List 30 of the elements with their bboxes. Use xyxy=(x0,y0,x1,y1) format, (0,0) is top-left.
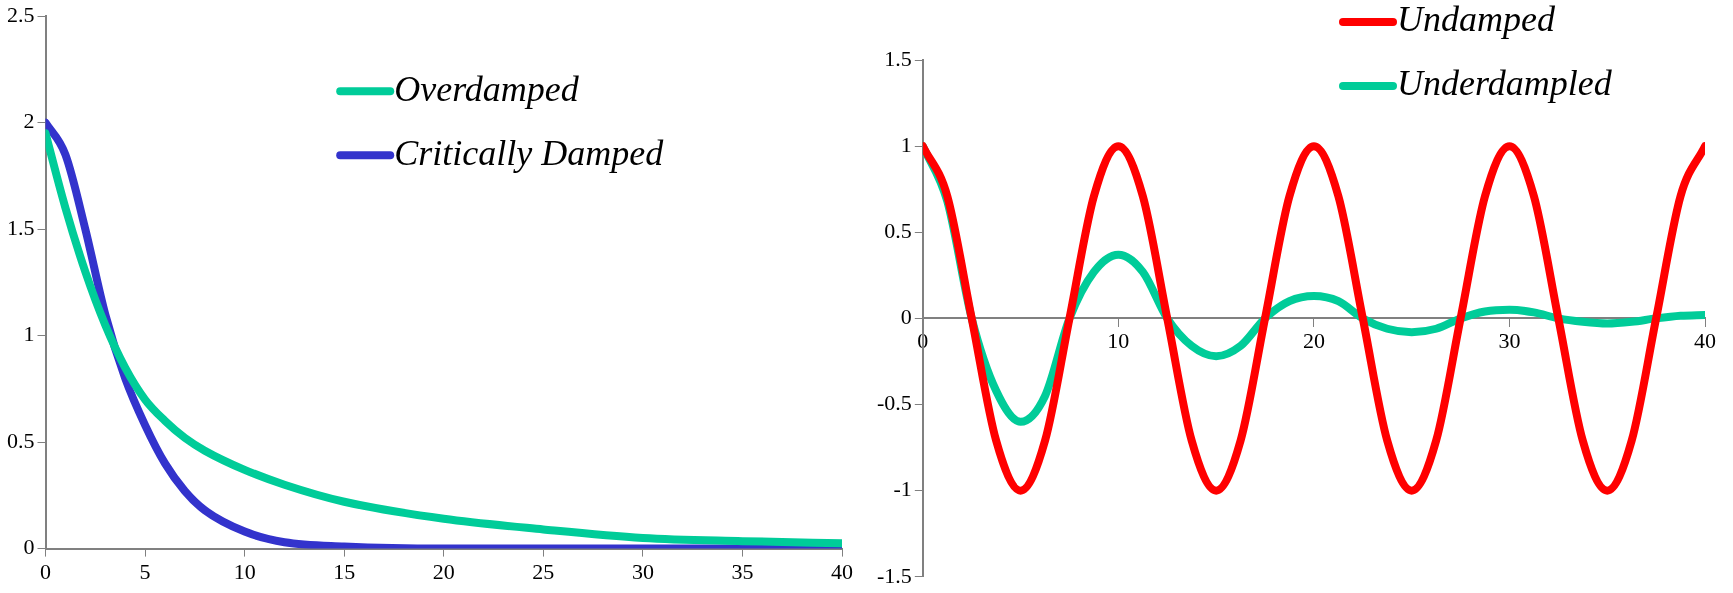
x-tick-label: 40 xyxy=(831,558,853,584)
y-tick-label: 1 xyxy=(900,131,912,157)
y-tick-label: 2.5 xyxy=(7,1,35,27)
y-tick-label: 0.5 xyxy=(7,427,35,453)
y-tick-label: -0.5 xyxy=(877,390,912,416)
y-tick-label: 0.5 xyxy=(884,218,912,244)
x-tick-label: 15 xyxy=(333,558,356,584)
y-tick-label: 1.5 xyxy=(7,214,35,240)
legend-label: Underdampled xyxy=(1397,63,1613,104)
y-tick-label: 0 xyxy=(23,534,35,560)
y-tick-label: -1.5 xyxy=(877,562,912,588)
legend-label: Overdamped xyxy=(394,68,580,109)
x-tick-label: 10 xyxy=(233,558,256,584)
y-tick-label: 1 xyxy=(23,321,35,347)
x-tick-label: 25 xyxy=(532,558,555,584)
x-tick-label: 20 xyxy=(432,558,455,584)
x-tick-label: 10 xyxy=(1107,328,1130,354)
x-tick-label: 30 xyxy=(1498,328,1521,354)
legend-label: Undamped xyxy=(1397,0,1556,40)
x-tick-label: 0 xyxy=(40,558,51,584)
y-tick-label: 2 xyxy=(23,108,35,134)
legend-label: Critically Damped xyxy=(394,132,665,173)
x-tick-label: 30 xyxy=(631,558,654,584)
x-tick-label: 40 xyxy=(1694,328,1716,354)
x-tick-label: 5 xyxy=(139,558,151,584)
x-tick-label: 35 xyxy=(731,558,754,584)
y-tick-label: 1.5 xyxy=(884,45,912,71)
y-tick-label: 0 xyxy=(900,304,912,330)
y-tick-label: -1 xyxy=(893,476,912,502)
x-tick-label: 20 xyxy=(1302,328,1325,354)
